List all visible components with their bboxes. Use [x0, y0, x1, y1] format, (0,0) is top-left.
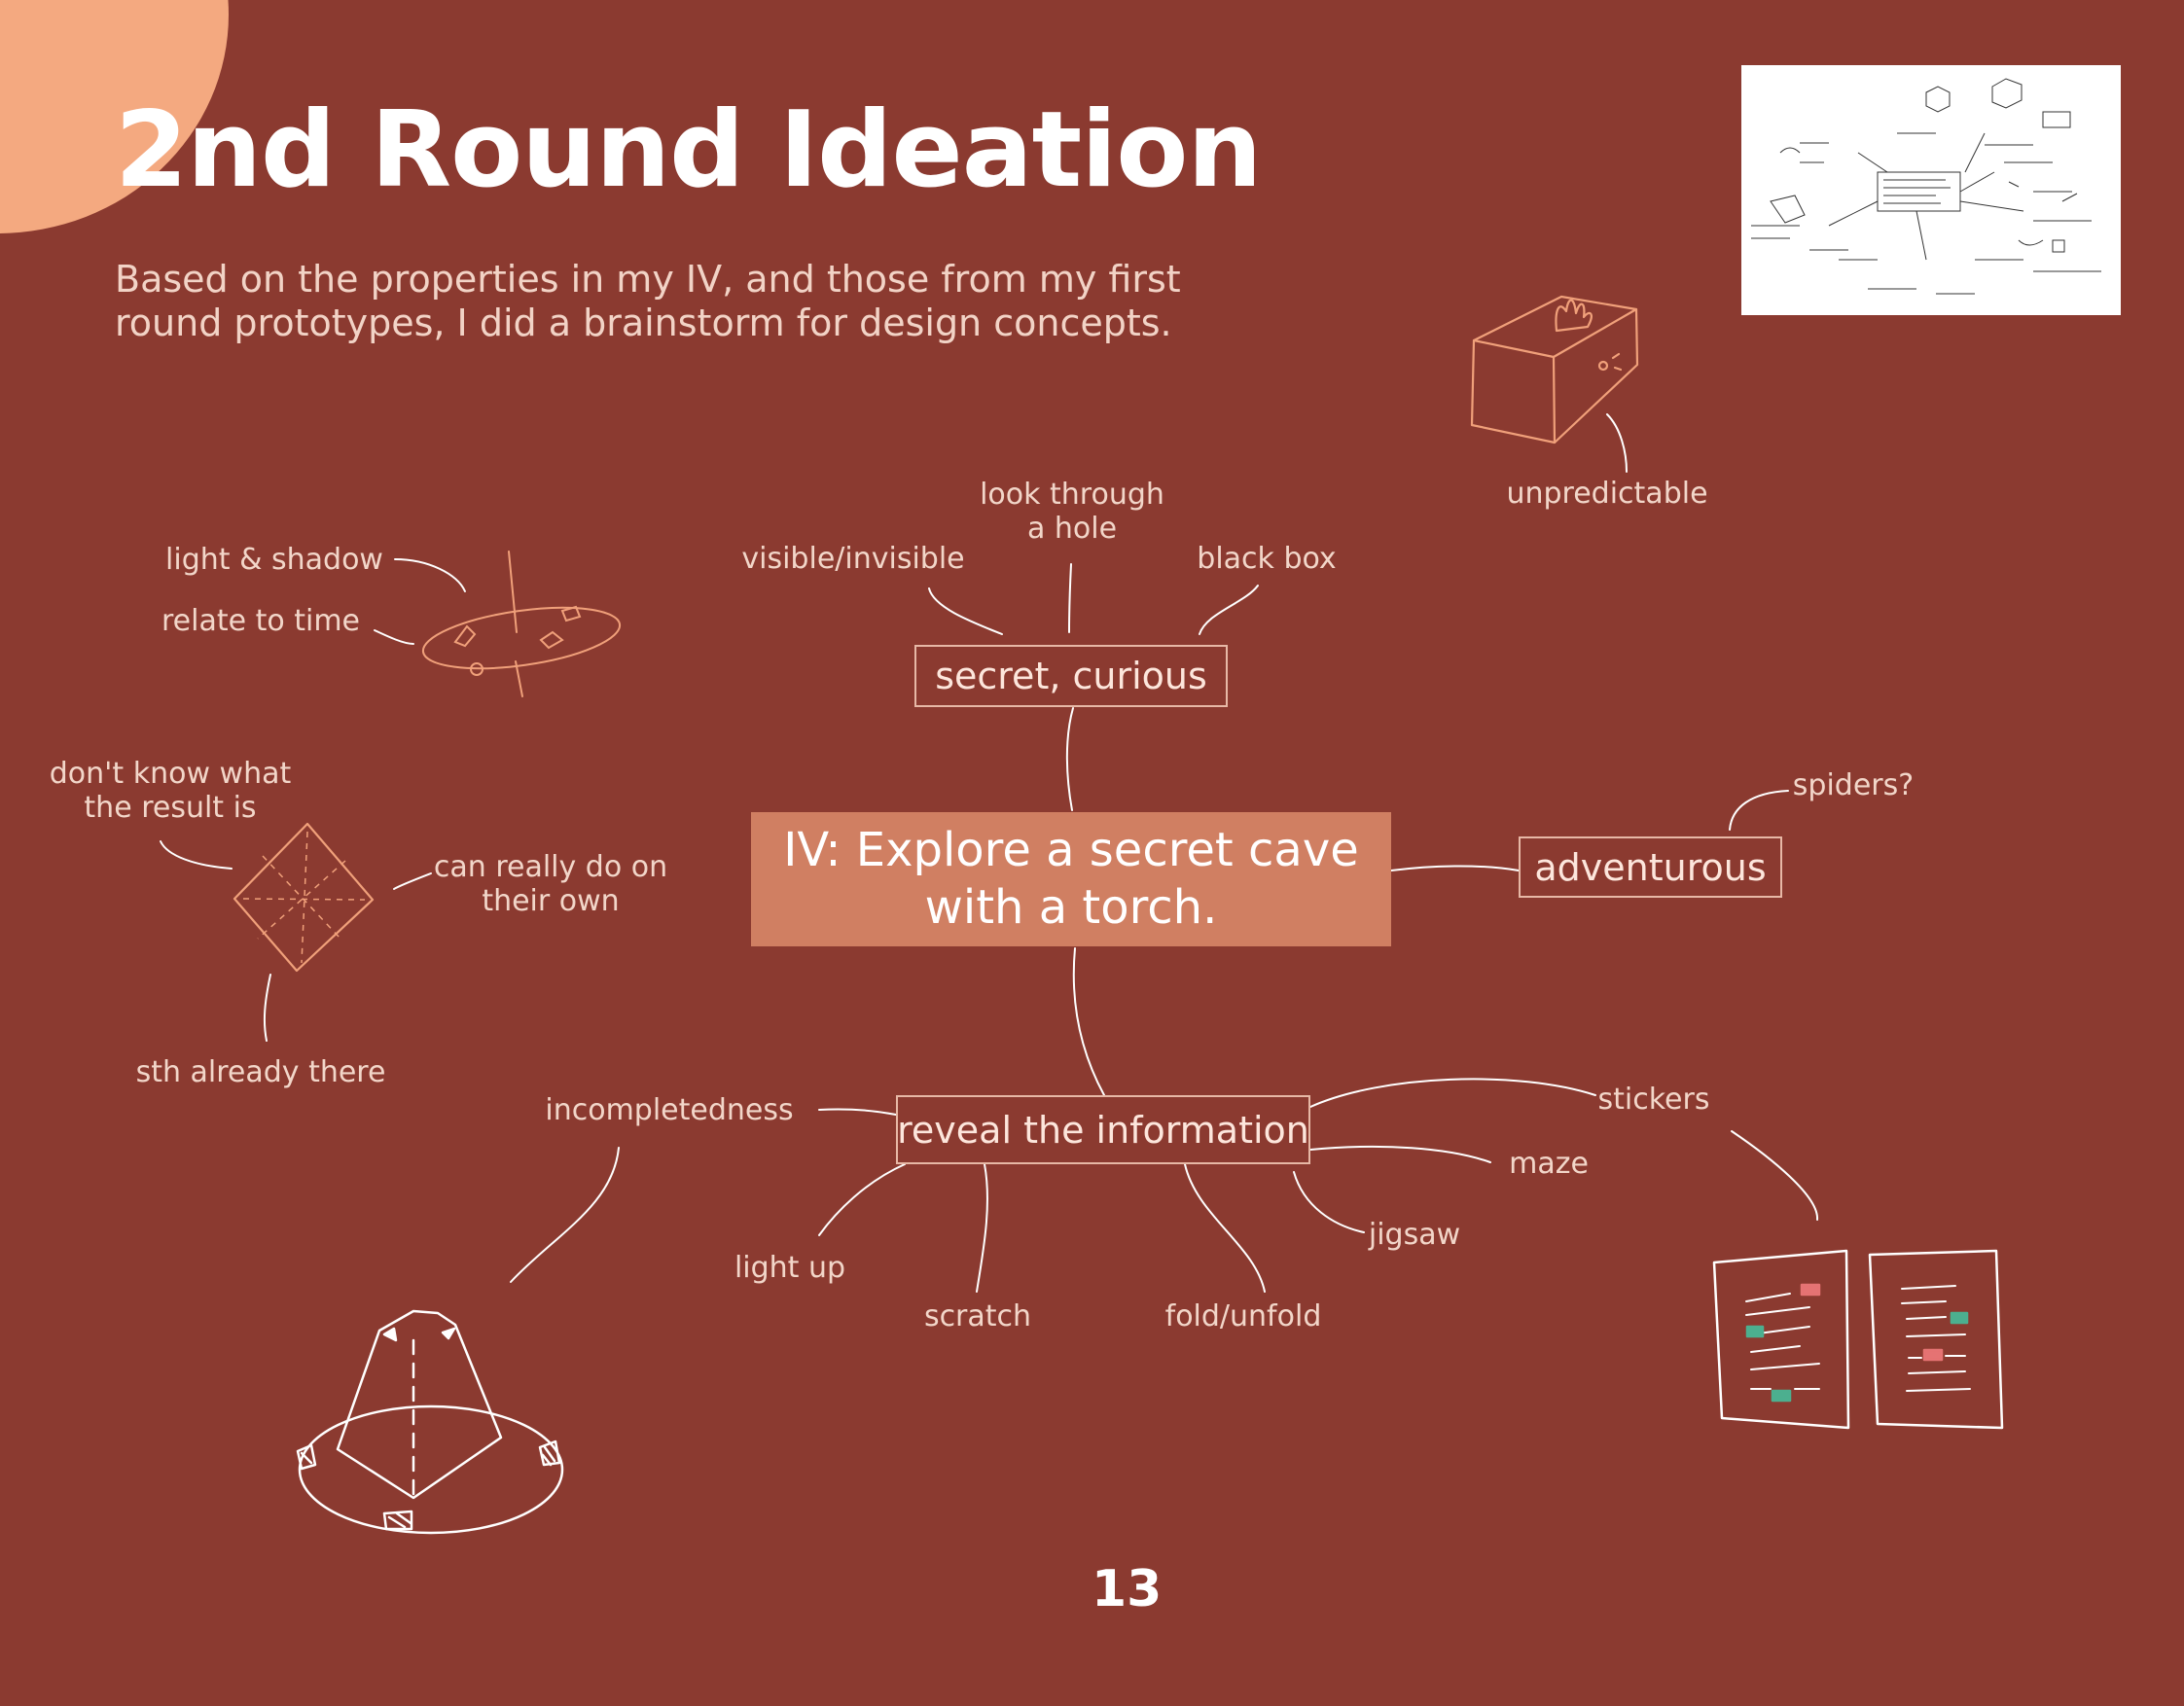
- intro-text: Based on the properties in my IV, and th…: [115, 258, 1181, 344]
- label-jigsaw: jigsaw: [1368, 1218, 1461, 1252]
- label-can-really-line-2: their own: [482, 884, 620, 918]
- label-look-through-line-2: a hole: [1026, 512, 1118, 546]
- label-can-really-line-1: can really do on: [433, 850, 668, 884]
- connector-reveal-incomplete: [818, 1108, 897, 1116]
- label-sth-already-there: sth already there: [135, 1055, 386, 1089]
- label-look-through-line-1: look through: [980, 478, 1164, 512]
- label-black-box: black box: [1197, 542, 1337, 576]
- connector-lightshadow-sundial: [394, 558, 466, 592]
- connector-reveal-fold: [1184, 1163, 1266, 1293]
- connector-central-secret: [1065, 707, 1074, 811]
- central-node: IV: Explore a secret cave with a torch.: [751, 812, 1391, 946]
- label-scratch: scratch: [923, 1299, 1032, 1333]
- connector-adventurous-spiders: [1729, 790, 1789, 831]
- label-fold-unfold: fold/unfold: [1164, 1299, 1322, 1333]
- label-relate-to-time: relate to time: [161, 604, 361, 638]
- connector-dontknow-envelope: [160, 840, 233, 870]
- label-dont-know-line-1: don't know what: [49, 757, 292, 791]
- label-spiders: spiders?: [1792, 768, 1915, 802]
- connector-relatetime-sundial: [374, 629, 414, 645]
- pyramid-lamp-icon: [296, 1309, 564, 1535]
- box-with-hand-icon: [1470, 295, 1639, 444]
- label-dont-know-line-2: the result is: [84, 791, 257, 825]
- connector-reveal-scratch: [976, 1163, 988, 1293]
- label-incompletedness: incompletedness: [545, 1093, 794, 1127]
- label-unpredictable: unpredictable: [1506, 477, 1708, 511]
- connector-canreally-envelope: [393, 872, 432, 890]
- connector-reveal-jigsaw: [1293, 1171, 1365, 1233]
- label-light-up: light up: [734, 1251, 846, 1285]
- node-secret-curious: secret, curious: [914, 645, 1228, 707]
- label-visible-invisible: visible/invisible: [741, 542, 965, 576]
- connector-central-reveal: [1072, 947, 1105, 1096]
- label-light-shadow: light & shadow: [165, 543, 383, 577]
- connector-reveal-lightup: [818, 1163, 906, 1236]
- connector-incomplete-pyramid: [510, 1147, 620, 1283]
- brainstorm-thumbnail-icon: [1741, 65, 2121, 315]
- central-node-line-2: with a torch.: [924, 880, 1218, 935]
- connector-secret-visible: [928, 587, 1003, 635]
- page-title: 2nd Round Ideation: [115, 89, 1262, 211]
- connector-unpredictable-box: [1606, 413, 1628, 473]
- label-stickers: stickers: [1597, 1083, 1710, 1117]
- connector-central-adventurous: [1390, 865, 1520, 871]
- connector-reveal-stickers: [1309, 1078, 1596, 1108]
- label-can-really-do: can really do on their own: [434, 850, 667, 918]
- label-dont-know-result: don't know what the result is: [50, 757, 291, 825]
- node-reveal-information: reveal the information: [896, 1095, 1310, 1164]
- folded-envelope-icon: [233, 822, 375, 973]
- sundial-icon: [421, 551, 622, 697]
- connector-secret-lookthrough: [1068, 563, 1072, 633]
- label-look-through: look through a hole: [980, 478, 1164, 546]
- connector-stickers-booklet: [1731, 1130, 1819, 1221]
- open-booklet-icon: [1712, 1249, 2004, 1430]
- label-maze: maze: [1509, 1147, 1589, 1181]
- connector-reveal-maze: [1309, 1145, 1491, 1163]
- central-node-line-1: IV: Explore a secret cave: [783, 823, 1359, 877]
- connector-secret-blackbox: [1199, 585, 1259, 635]
- connector-envelope-sth: [263, 974, 271, 1042]
- node-adventurous: adventurous: [1519, 836, 1782, 898]
